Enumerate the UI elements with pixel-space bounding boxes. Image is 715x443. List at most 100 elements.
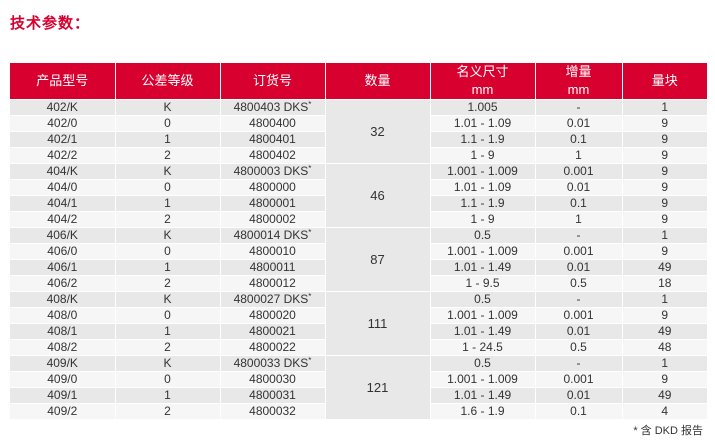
footnote: * 含 DKD 报告 — [633, 425, 703, 437]
column-unit: mm — [567, 82, 590, 97]
cell-order: 4800011 — [220, 259, 326, 276]
column-label: 增量 — [565, 64, 592, 79]
cell-increment: 1 — [535, 211, 623, 228]
cell-model: 402/0 — [10, 115, 116, 132]
cell-blocks: 9 — [622, 163, 707, 180]
cell-blocks-text: 1 — [661, 228, 669, 242]
cell-blocks: 49 — [622, 259, 707, 276]
column-label: 产品型号 — [36, 73, 89, 88]
cell-model-text: 402/2 — [47, 148, 78, 162]
cell-blocks-text: 1 — [661, 292, 669, 306]
cell-increment-text: 0.1 — [570, 196, 587, 210]
cell-grade-text: 0 — [164, 308, 171, 322]
cell-increment-text: - — [576, 356, 581, 370]
cell-nominal-size: 1.01 - 1.09 — [430, 115, 536, 132]
cell-order-text: 4800022 — [249, 340, 296, 354]
table-row: 408/0 0 4800020 1.001 - 1.009 0.001 9 — [10, 307, 707, 324]
cell-grade-text: 1 — [164, 260, 171, 274]
cell-order-text: 4800002 — [249, 212, 296, 226]
table-row: 402/K K 4800403 DKS* 32 1.005-1 — [10, 99, 707, 164]
cell-blocks: 49 — [622, 387, 707, 404]
table-row: 406/1 1 4800011 1.01 - 1.49 0.01 49 — [10, 259, 707, 276]
column-label: 数量 — [364, 73, 391, 88]
cell-grade-text: 2 — [164, 340, 171, 354]
dks-asterisk: * — [308, 164, 312, 173]
cell-order: 4800030 — [220, 371, 326, 388]
cell-grade: 2 — [115, 403, 221, 419]
cell-blocks-text: 1 — [661, 356, 669, 370]
cell-nominal-size-text: 0.5 — [474, 228, 491, 242]
table-row: 402/2 2 4800402 1 - 9 1 9 — [10, 147, 707, 164]
cell-grade: 1 — [115, 323, 221, 340]
cell-model: 409/0 — [10, 371, 116, 388]
dks-asterisk: * — [308, 100, 312, 109]
cell-order: 4800000 — [220, 179, 326, 196]
cell-quantity: 111 — [325, 291, 431, 356]
cell-blocks: 18 — [622, 275, 707, 292]
cell-nominal-size-text: 0.5 — [474, 292, 491, 306]
cell-grade: 1 — [115, 131, 221, 148]
cell-order: 4800010 — [220, 243, 326, 260]
column-header: 订货号 — [220, 63, 326, 100]
cell-model: 409/1 — [10, 387, 116, 404]
cell-nominal-size-text: 1 - 9.5 — [465, 276, 500, 290]
dks-asterisk: * — [308, 228, 312, 237]
cell-order: 4800032 — [220, 403, 326, 419]
cell-model: 408/K — [10, 291, 116, 308]
cell-grade: 0 — [115, 115, 221, 132]
cell-nominal-size: 0.5 — [430, 355, 536, 372]
cell-order: 4800003 DKS* — [220, 163, 326, 180]
cell-grade: K — [115, 163, 221, 180]
cell-model-text: 409/K — [46, 356, 78, 370]
cell-grade: 0 — [115, 371, 221, 388]
cell-order-text: 4800401 — [249, 132, 296, 146]
cell-increment: 0.01 — [535, 387, 623, 404]
cell-nominal-size-text: 1 - 9 — [470, 212, 495, 226]
cell-grade-text: K — [163, 292, 172, 306]
cell-blocks-text: 9 — [661, 244, 669, 258]
cell-blocks: 1 — [622, 227, 707, 244]
cell-model: 408/2 — [10, 339, 116, 356]
cell-quantity: 32 — [325, 99, 431, 164]
cell-order-text: 4800000 — [249, 180, 296, 194]
cell-grade: 2 — [115, 275, 221, 292]
cell-order-text: 4800400 — [249, 116, 296, 130]
cell-order-text: 4800031 — [249, 388, 296, 402]
cell-blocks-text: 9 — [661, 116, 669, 130]
cell-quantity: 87 — [325, 227, 431, 292]
cell-blocks: 9 — [622, 211, 707, 228]
cell-increment: 0.5 — [535, 275, 623, 292]
table-row: 404/1 1 4800001 1.1 - 1.9 0.1 9 — [10, 195, 707, 212]
cell-increment: - — [535, 291, 623, 308]
cell-grade-text: 0 — [164, 372, 171, 386]
cell-blocks: 9 — [622, 371, 707, 388]
cell-model-text: 404/K — [46, 164, 78, 178]
cell-increment-text: 0.001 — [563, 164, 594, 178]
cell-model-text: 409/2 — [47, 404, 78, 418]
cell-increment: 1 — [535, 147, 623, 164]
cell-increment: 0.1 — [535, 131, 623, 148]
table-header-row: 产品型号 公差等级 订货号 数量 名义尺寸 mm 增量 mm 量块 — [10, 63, 707, 100]
cell-increment: - — [535, 355, 623, 372]
column-header: 产品型号 — [10, 63, 116, 100]
cell-increment: 0.01 — [535, 115, 623, 132]
cell-order-text: 4800402 — [249, 148, 296, 162]
cell-order-text: 4800012 — [249, 276, 296, 290]
cell-model-text: 406/1 — [47, 260, 78, 274]
cell-blocks-text: 9 — [661, 196, 669, 210]
cell-blocks: 9 — [622, 195, 707, 212]
cell-blocks: 1 — [622, 355, 707, 372]
cell-model-text: 404/1 — [47, 196, 78, 210]
column-unit: mm — [471, 82, 494, 97]
cell-grade: 0 — [115, 243, 221, 260]
cell-grade: 1 — [115, 387, 221, 404]
cell-nominal-size: 1.001 - 1.009 — [430, 307, 536, 324]
cell-increment-text: 0.01 — [566, 388, 591, 402]
cell-increment-text: - — [576, 100, 581, 114]
cell-increment-text: 0.01 — [566, 180, 591, 194]
cell-nominal-size: 0.5 — [430, 291, 536, 308]
table-row: 408/2 2 4800022 1 - 24.5 0.5 48 — [10, 339, 707, 356]
cell-increment-text: 0.01 — [566, 116, 591, 130]
table-row: 406/0 0 4800010 1.001 - 1.009 0.001 9 — [10, 243, 707, 260]
column-header: 名义尺寸 mm — [430, 63, 536, 100]
